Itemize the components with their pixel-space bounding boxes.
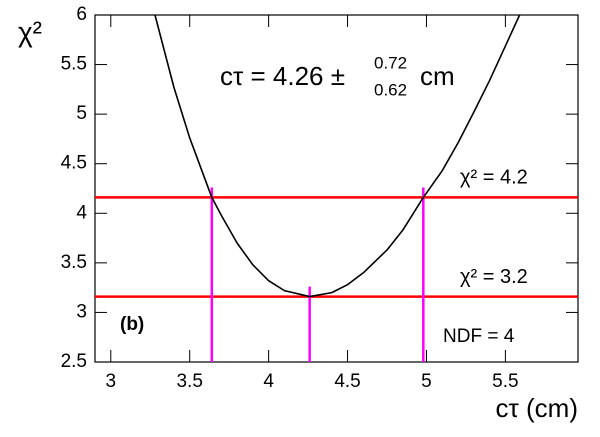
annotation: cτ = 4.26 ± <box>220 61 345 91</box>
x-tick-label: 4.5 <box>334 371 360 392</box>
y-axis-title: χ² <box>18 16 42 47</box>
y-tick-label: 5 <box>76 103 87 124</box>
chi2-level-label: χ² = 3.2 <box>460 266 528 288</box>
y-tick-label: 6 <box>76 4 87 25</box>
x-tick-label: 5.5 <box>492 371 518 392</box>
annotation-unit: cm <box>420 61 455 91</box>
y-tick-label: 2.5 <box>61 351 87 372</box>
frame <box>94 14 579 363</box>
y-tick-label: 4 <box>76 202 87 223</box>
y-tick-label: 4.5 <box>61 153 87 174</box>
panel-label: (b) <box>120 314 144 335</box>
x-tick-label: 3 <box>105 371 116 392</box>
ndf-label: NDF = 4 <box>443 326 515 347</box>
chi2-curve <box>154 14 521 298</box>
annotation-upper: 0.72 <box>374 53 407 72</box>
annotation-lower: 0.62 <box>374 80 407 99</box>
x-tick-label: 5 <box>421 371 432 392</box>
x-tick-label: 3.5 <box>176 371 202 392</box>
x-axis-title: cτ (cm) <box>496 393 578 423</box>
y-tick-label: 5.5 <box>61 54 87 75</box>
chi2-level-label: χ² = 4.2 <box>460 167 528 189</box>
y-tick-label: 3 <box>76 301 87 322</box>
y-tick-label: 3.5 <box>61 252 87 273</box>
x-tick-label: 4 <box>263 371 274 392</box>
